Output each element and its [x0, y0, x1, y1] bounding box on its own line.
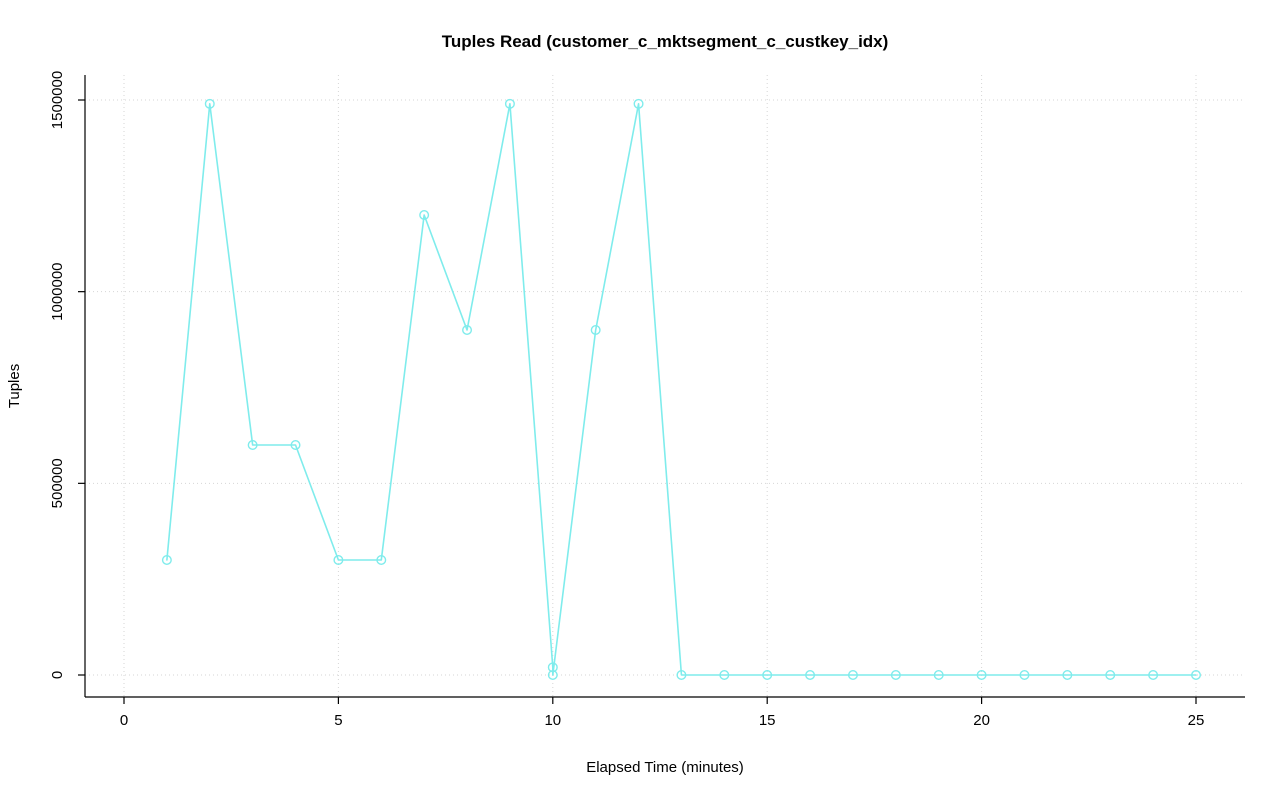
x-tick-label: 15: [759, 712, 776, 729]
data-point-marker: [376, 555, 387, 566]
data-point-marker: [633, 98, 644, 109]
grid-layer: [85, 75, 1245, 697]
data-point-marker: [247, 440, 258, 451]
x-tick-label: 5: [334, 712, 342, 729]
y-tick-label: 500000: [49, 458, 66, 508]
x-tick-label: 10: [544, 712, 561, 729]
data-point-marker: [1062, 670, 1073, 681]
data-point-marker: [1019, 670, 1030, 681]
axes-layer: 0 5 10 15 20 25 0 500000 1000000 1500000: [49, 71, 1245, 729]
y-tick-label: 1500000: [49, 71, 66, 129]
x-tick-label: 25: [1188, 712, 1205, 729]
data-point-marker: [976, 670, 987, 681]
data-point-marker: [805, 670, 816, 681]
labels-layer: Tuples Read (customer_c_mktsegment_c_cus…: [6, 32, 888, 776]
data-point-marker: [419, 209, 430, 220]
data-point-marker: [1148, 670, 1159, 681]
data-point-marker: [590, 325, 601, 336]
data-point-marker: [1190, 670, 1201, 681]
y-axis-title: Tuples: [6, 364, 23, 408]
series-line: [166, 103, 1197, 676]
data-point-marker: [204, 98, 215, 109]
data-point-marker: [719, 670, 730, 681]
data-point-marker: [547, 670, 558, 681]
x-axis-title: Elapsed Time (minutes): [586, 759, 744, 776]
y-tick-label: 0: [49, 671, 66, 679]
data-point-marker: [462, 325, 473, 336]
data-point-marker: [847, 670, 858, 681]
chart-title: Tuples Read (customer_c_mktsegment_c_cus…: [442, 32, 889, 51]
data-point-marker: [933, 670, 944, 681]
data-point-marker: [290, 440, 301, 451]
x-tick-label: 20: [973, 712, 990, 729]
y-tick-label: 1000000: [49, 262, 66, 320]
data-point-marker: [890, 670, 901, 681]
data-point-marker: [333, 555, 344, 566]
data-point-marker: [504, 98, 515, 109]
data-point-marker: [1105, 670, 1116, 681]
data-point-marker: [676, 670, 687, 681]
data-point-marker: [762, 670, 773, 681]
x-tick-label: 0: [120, 712, 128, 729]
data-point-marker: [547, 662, 558, 673]
series-layer: [161, 98, 1201, 681]
data-point-marker: [161, 555, 172, 566]
